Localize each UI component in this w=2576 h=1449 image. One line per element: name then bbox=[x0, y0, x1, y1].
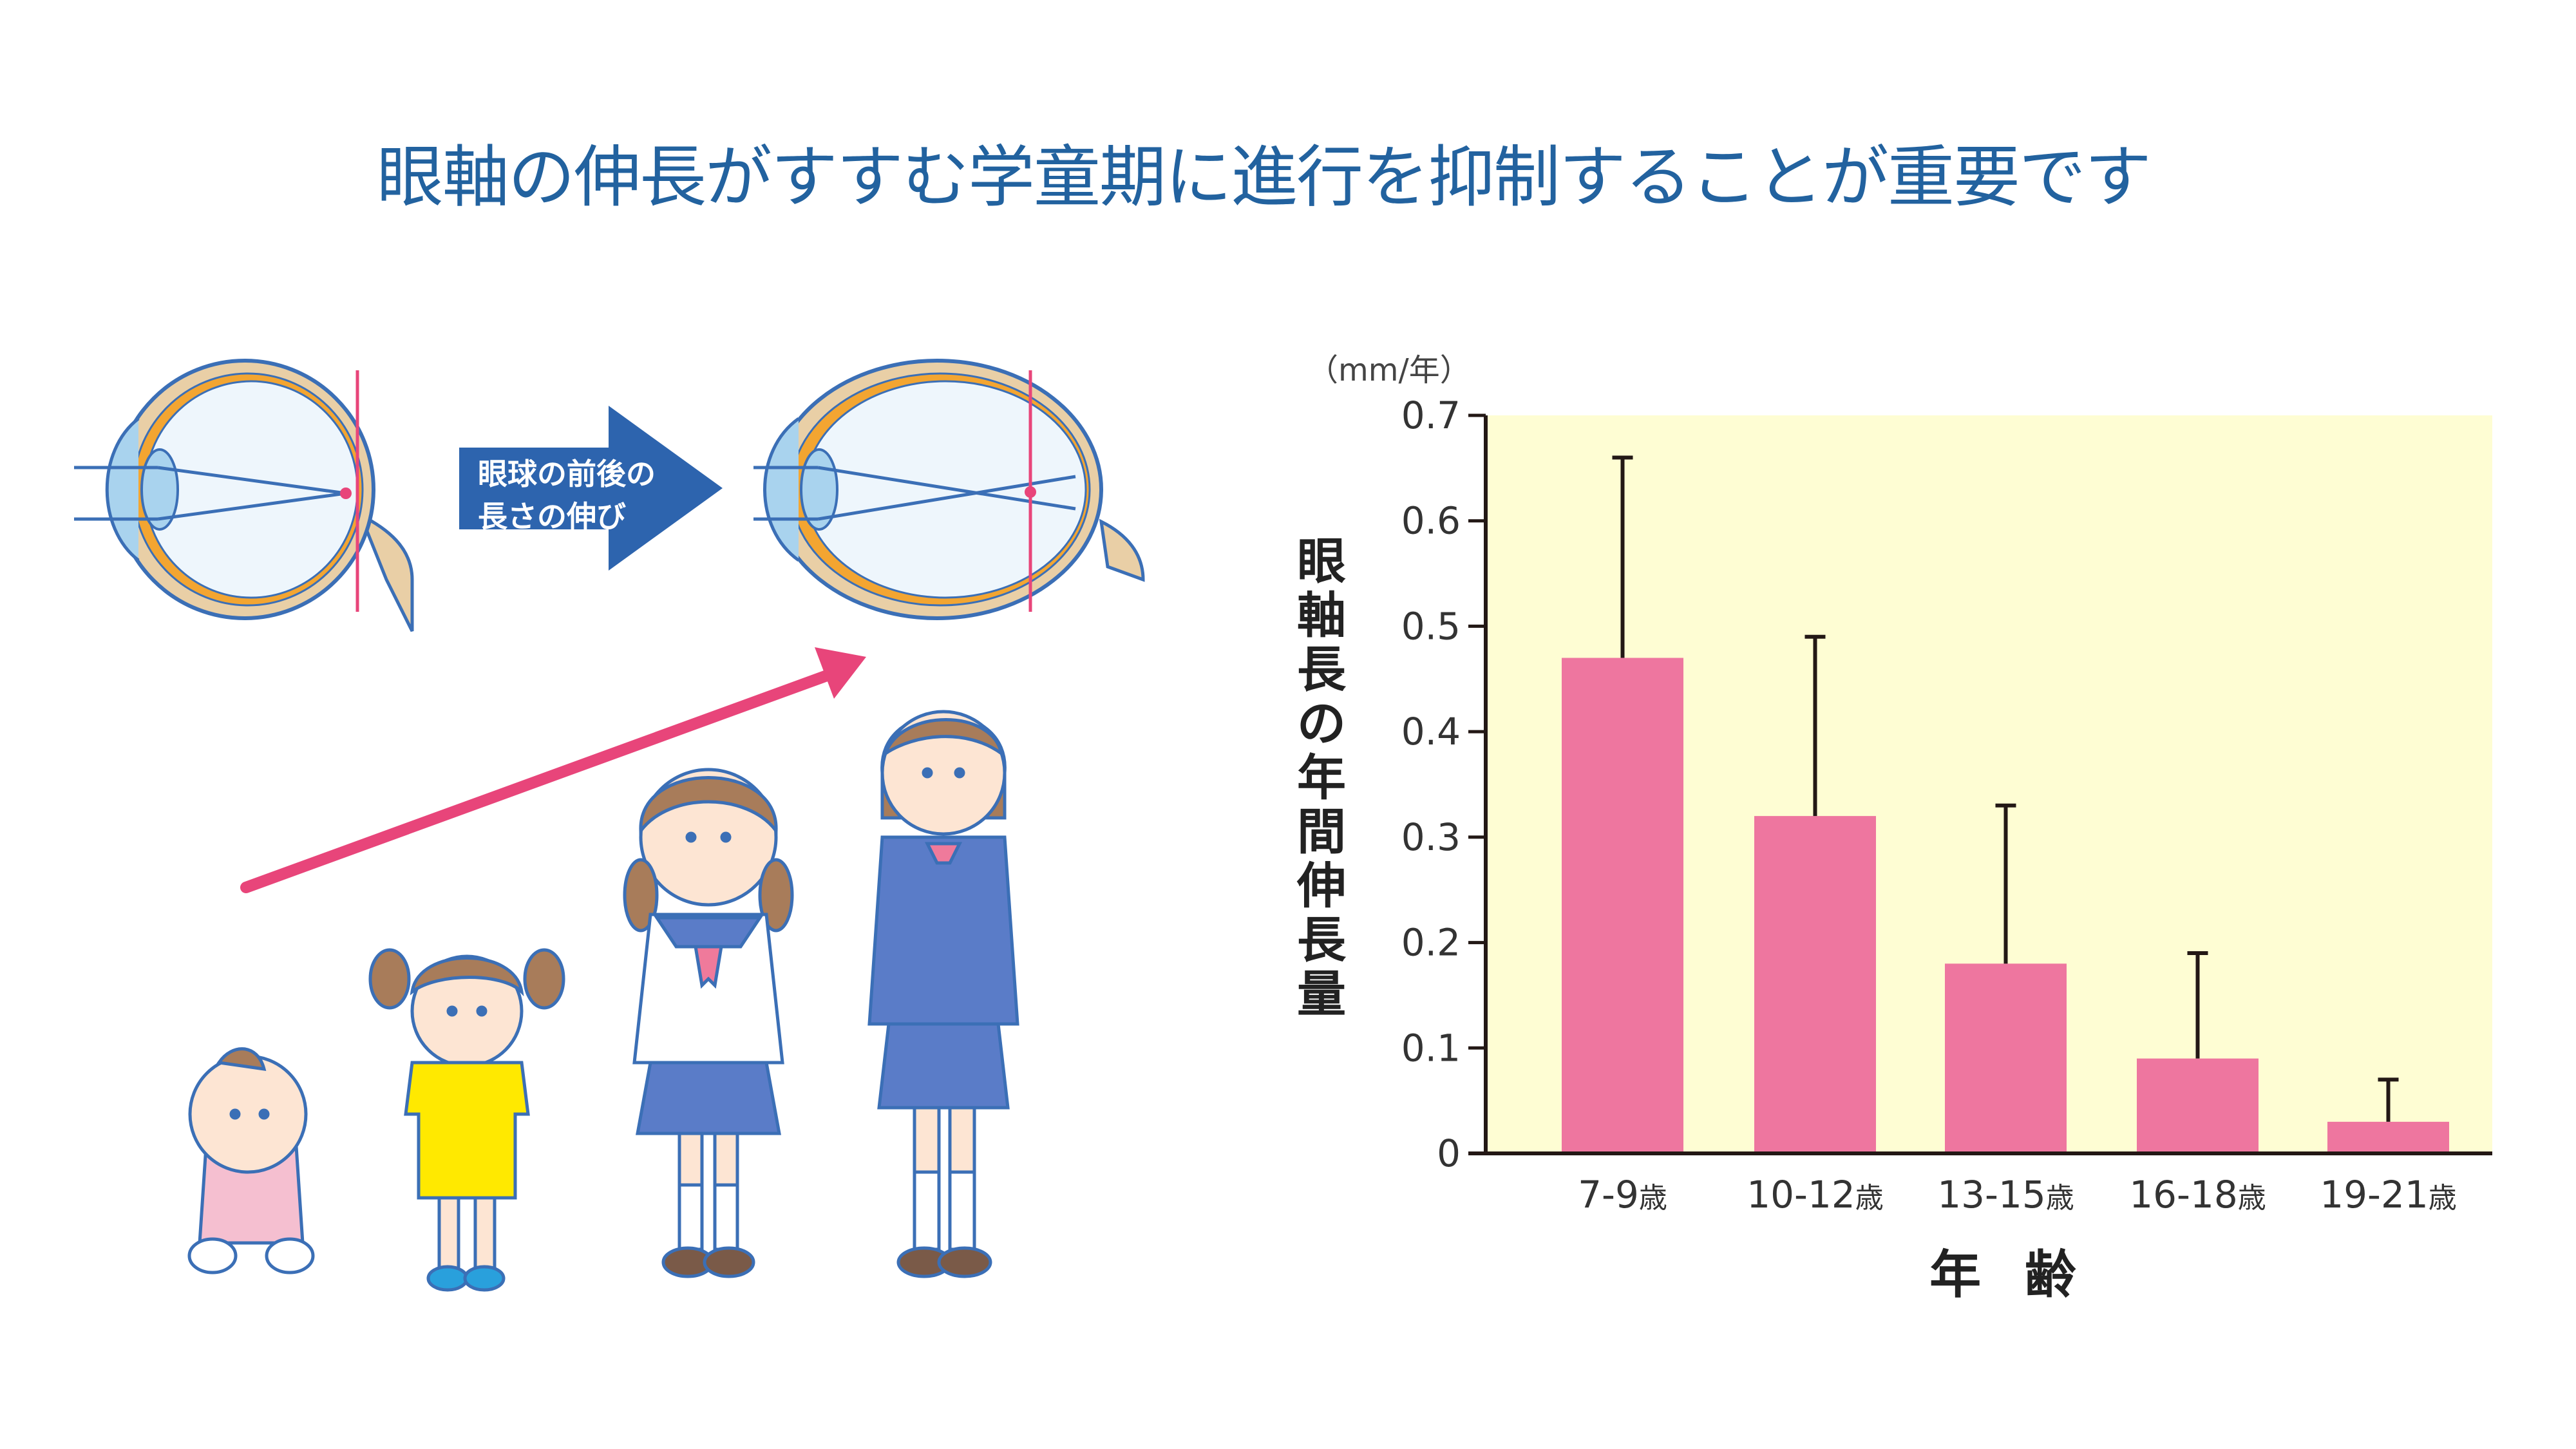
baby-figure-icon bbox=[187, 1047, 315, 1274]
y-tick-label: 0.4 bbox=[1401, 710, 1461, 753]
x-category-label: 13-15歳 bbox=[1937, 1173, 2074, 1217]
eye-growth-illustration: 眼球の前後の 長さの伸び bbox=[74, 359, 1145, 1292]
y-tick-label: 0.5 bbox=[1401, 604, 1461, 648]
arrow-label-line2: 長さの伸び bbox=[478, 499, 626, 534]
bar-2 bbox=[1945, 963, 2067, 1153]
x-category-label: 16-18歳 bbox=[2129, 1173, 2266, 1217]
y-axis-unit: （mm/年） bbox=[1307, 352, 1471, 388]
bar-0 bbox=[1562, 658, 1683, 1153]
eye-elongation-arrow: 眼球の前後の 長さの伸び bbox=[459, 406, 723, 571]
y-tick-label: 0.7 bbox=[1401, 393, 1461, 437]
blazer-student-icon bbox=[867, 710, 1019, 1278]
y-tick-label: 0.1 bbox=[1401, 1026, 1461, 1070]
bar-chart: 0 0.1 0.2 0.3 0.4 0.5 0.6 0.7 7-9歳 10-12歳 13-15歳 1… bbox=[1401, 393, 2492, 1217]
x-category-label: 7-9歳 bbox=[1578, 1173, 1667, 1217]
page-title: 眼軸の伸長がすすむ学童期に進行を抑制することが重要です bbox=[377, 138, 2152, 216]
growth-arrow-icon bbox=[240, 647, 866, 893]
bar-3 bbox=[2137, 1058, 2259, 1153]
y-tick-label: 0.2 bbox=[1401, 921, 1461, 965]
x-axis-categories: 7-9歳 10-12歳 13-15歳 16-18歳 19-21歳 bbox=[1578, 1173, 2457, 1217]
x-category-label: 10-12歳 bbox=[1747, 1173, 1884, 1217]
arrow-label-line1: 眼球の前後の bbox=[478, 457, 656, 491]
y-tick-label: 0.3 bbox=[1401, 815, 1461, 859]
toddler-figure-icon bbox=[368, 948, 565, 1292]
error-bars-group bbox=[1612, 455, 2399, 1122]
sailor-uniform-girl-icon bbox=[623, 768, 794, 1278]
bar-1 bbox=[1754, 816, 1876, 1153]
elongated-eye-icon bbox=[753, 359, 1145, 620]
normal-eye-icon bbox=[74, 359, 414, 632]
bars-group bbox=[1562, 658, 2449, 1153]
y-tick-label: 0 bbox=[1437, 1132, 1461, 1175]
bar-4 bbox=[2327, 1121, 2449, 1153]
y-axis-title: 眼軸長の年間伸長量 bbox=[1297, 533, 1346, 1023]
y-axis-ticks: 0 0.1 0.2 0.3 0.4 0.5 0.6 0.7 bbox=[1401, 393, 1486, 1175]
x-axis-title: 年 齢 bbox=[1929, 1245, 2089, 1305]
y-tick-label: 0.6 bbox=[1401, 499, 1461, 543]
x-category-label: 19-21歳 bbox=[2320, 1173, 2457, 1217]
